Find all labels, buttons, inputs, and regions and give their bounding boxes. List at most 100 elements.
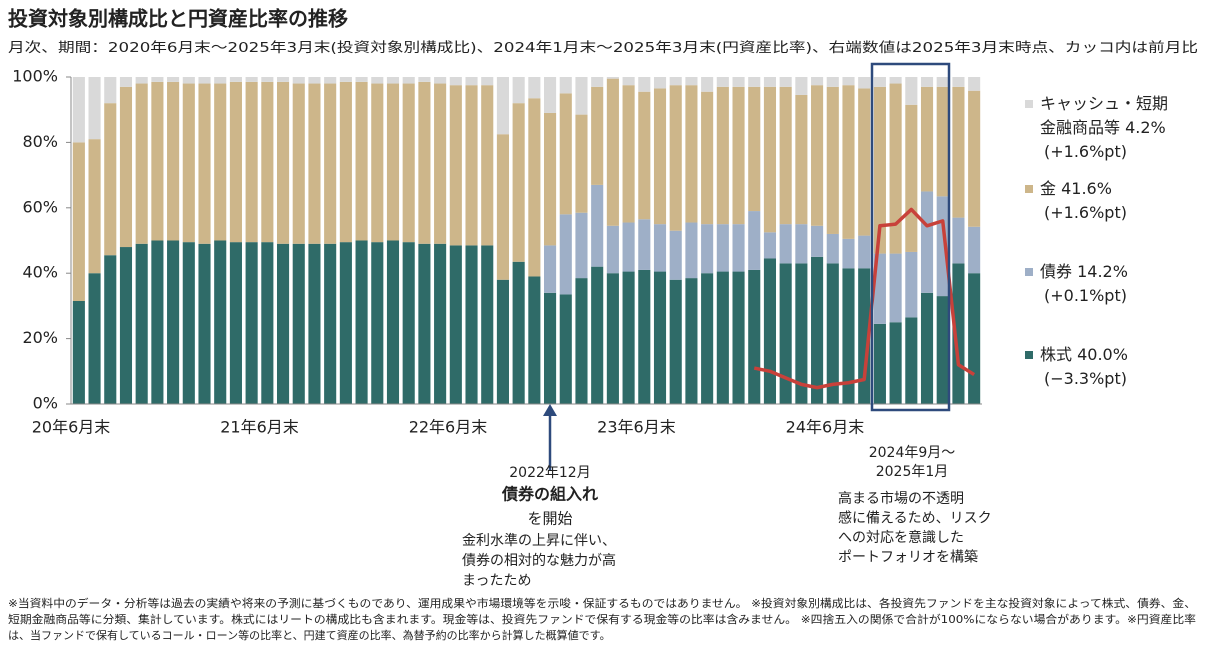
bar-segment xyxy=(716,86,729,225)
bar-segment xyxy=(653,88,667,225)
legend-value: 4.2% xyxy=(1125,118,1166,137)
bar-segment xyxy=(920,191,934,293)
bar-segment xyxy=(920,86,934,192)
bar-segment xyxy=(104,103,117,256)
bar-segment xyxy=(402,242,415,404)
bar-segment xyxy=(968,273,981,404)
bar-segment xyxy=(653,271,667,404)
bar-segment xyxy=(968,77,981,91)
bar-segment xyxy=(167,77,180,82)
bar-segment xyxy=(339,77,352,82)
bar-segment xyxy=(292,243,305,404)
annotation-line: まったため xyxy=(462,573,531,589)
bar-segment xyxy=(748,77,761,87)
bar-segment xyxy=(795,94,808,225)
bar-segment xyxy=(229,242,242,404)
bar-segment xyxy=(481,85,494,246)
legend-change: (−3.3%pt) xyxy=(1044,369,1127,388)
bar-segment xyxy=(135,77,148,84)
plot: 0% 20% 40% 60% 80% 100% 20年6月末 21年6月末 22年6月末 23年6… xyxy=(12,67,982,437)
bar-segment xyxy=(198,83,211,244)
bar-segment xyxy=(371,242,384,404)
bar-segment xyxy=(905,104,918,252)
bar-segment xyxy=(685,278,698,404)
legend-label: 株式 xyxy=(1040,345,1073,364)
bar-segment xyxy=(858,235,871,269)
bar-segment xyxy=(575,278,588,404)
bar-segment xyxy=(544,112,557,246)
bar-segment xyxy=(72,77,85,143)
bar-segment xyxy=(748,211,761,270)
bar-segment xyxy=(622,222,635,272)
bar-segment xyxy=(701,224,714,274)
bar-segment xyxy=(402,77,415,84)
bar-segment xyxy=(779,224,792,264)
footnote: 短期金融商品等に分類、集計しています。株式にはリートの構成比も含まれます。現金等… xyxy=(8,612,1196,626)
bar-segment xyxy=(606,225,619,274)
annotation-date: 2022年12月 xyxy=(509,465,590,481)
bar-segment xyxy=(748,269,761,404)
bar-segment xyxy=(779,77,792,87)
annotation-line: ポートフォリオを構築 xyxy=(838,550,978,566)
bar-segment xyxy=(386,77,400,84)
bar-segment xyxy=(308,77,321,84)
bar-segment xyxy=(434,243,447,404)
bar-segment xyxy=(339,81,352,243)
bar-segment xyxy=(355,240,368,404)
bar-segment xyxy=(591,77,604,87)
bar-segment xyxy=(873,86,886,254)
bar-segment xyxy=(811,85,824,226)
x-tick-label: 22年6月末 xyxy=(409,418,488,437)
bar-segment xyxy=(669,85,682,231)
bar-segment xyxy=(591,184,604,267)
bar-segment xyxy=(889,253,902,323)
bar-segment xyxy=(418,243,431,404)
bar-segment xyxy=(669,279,682,404)
bar-segment xyxy=(873,323,886,404)
bar-segment xyxy=(811,225,824,257)
bar-segment xyxy=(292,77,305,84)
bar-segment xyxy=(496,134,509,280)
bar-segment xyxy=(465,85,478,246)
bar-segment xyxy=(653,224,667,272)
bar-segment xyxy=(559,93,572,215)
bar-segment xyxy=(653,77,667,89)
bar-segment xyxy=(763,258,777,404)
bar-segment xyxy=(638,269,651,404)
bar-segment xyxy=(245,77,258,82)
annotation-line: 金利水準の上昇に伴い、 xyxy=(462,533,616,549)
x-tick-label: 23年6月末 xyxy=(597,418,676,437)
x-tick-label: 24年6月末 xyxy=(786,418,865,437)
bar-segment xyxy=(276,243,290,404)
bar-segment xyxy=(119,247,133,404)
bar-segment xyxy=(449,85,462,246)
bar-segment xyxy=(214,240,227,404)
legend-label: 金 xyxy=(1040,179,1057,198)
annotation-line: 債券の相対的な魅力が高 xyxy=(462,552,616,569)
bar-segment xyxy=(119,77,133,87)
bar-segment xyxy=(716,77,729,87)
bar-segment xyxy=(858,77,871,89)
bar-segment xyxy=(214,77,227,84)
bar-segment xyxy=(763,77,777,87)
bar-segment xyxy=(732,224,745,272)
legend-value: 40.0% xyxy=(1077,345,1128,364)
bar-segment xyxy=(308,243,321,404)
bar-segment xyxy=(214,83,227,241)
annotation-line: 感に備えるため、リスク xyxy=(838,510,992,527)
bar-segment xyxy=(858,268,871,404)
footnote: は、当ファンドで保有しているコール・ローン等の比率と、円建て資産の比率、為替予約… xyxy=(8,628,611,642)
bar-segment xyxy=(528,77,541,99)
bar-segment xyxy=(434,83,447,244)
bar-segment xyxy=(920,292,934,404)
legend-item: キャッシュ・短期金融商品等 4.2% (+1.6%pt) xyxy=(1025,92,1180,164)
bar-segment xyxy=(386,83,400,241)
bar-segment xyxy=(371,77,384,84)
bar-segment xyxy=(559,294,572,404)
legend-item: 金 41.6% (+1.6%pt) xyxy=(1025,177,1180,225)
bar-segment xyxy=(544,292,557,404)
bar-segment xyxy=(339,242,352,404)
bar-segment xyxy=(465,245,478,404)
bar-segment xyxy=(544,77,557,113)
legend-change: (+1.6%pt) xyxy=(1044,142,1127,161)
